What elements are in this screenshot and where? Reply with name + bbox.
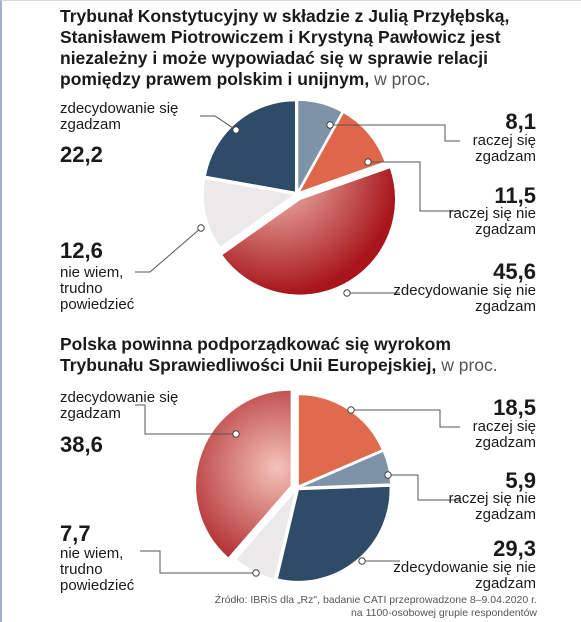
chart1-title: Trybunał Konstytucyjny w składzie z Juli… [60,6,510,89]
chart2-leader-strongly-agree [135,404,236,435]
chart1-leader-dot-rather-agree [326,121,334,129]
chart1-label-strongly-agree: zdecydowanie się zgadzam [60,100,179,133]
chart1-leader-dont-know [135,227,202,273]
chart2-title: Polska powinna podporządkować się wyroko… [60,334,498,375]
chart2-slice-rather-disagree [298,450,392,489]
chart1-leader-dot-strongly-agree [232,126,240,134]
chart2-leader-dot-strongly-agree [232,430,240,438]
chart2-leader-rather-agree [351,409,460,428]
chart1-unit: w proc. [374,69,431,89]
chart2-slice-strongly-agree [194,389,293,560]
chart2-value-rather-disagree: 5,9 [505,468,536,493]
chart1-leader-strongly-agree [200,115,237,131]
chart1-leader-rather-disagree [368,161,460,212]
chart1-leader-dot-rather-disagree [364,158,372,166]
chart2-value-dont-know: 7,7 [60,521,91,546]
chart1-label-rather-agree: raczej się zgadzam [472,132,536,165]
source-note: Źródło: IBRiS dla „Rz", badanie CATI prz… [215,594,537,620]
chart2-value-rather-agree: 18,5 [493,395,536,420]
chart1-value-strongly-agree: 22,2 [60,142,103,167]
chart2-label-strongly-agree: zdecydowanie się zgadzam [60,389,179,422]
chart1-leader-dot-strongly-disagree [343,289,351,297]
source-line-2: na 1100-osobowej grupie respondentów [350,607,537,619]
chart1-slice-rather-disagree [296,111,387,195]
chart2-label-rather-agree: raczej się zgadzam [472,418,536,451]
chart1-value-strongly-disagree: 45,6 [493,259,536,284]
chart2-label-dont-know: nie wiem, trudno powiedzieć [60,545,135,594]
chart2-leader-dot-strongly-disagree [358,557,366,565]
chart2-label-rather-disagree: raczej się nie zgadzam [448,490,536,523]
chart1-value-rather-agree: 8,1 [505,109,536,134]
chart1-slice-strongly-disagree [220,166,397,297]
source-line-1: Źródło: IBRiS dla „Rz", badanie CATI prz… [214,594,537,606]
chart2-leader-dot-rather-disagree [384,471,392,479]
chart2-leader-dot-rather-agree [347,406,355,414]
chart2-value-strongly-disagree: 29,3 [493,536,536,561]
chart1-label-rather-disagree: raczej się nie zgadzam [448,205,536,238]
chart1-slice-dont-know [202,177,297,249]
chart1-value-rather-disagree: 11,5 [494,183,536,208]
chart2-value-strongly-agree: 38,6 [60,432,103,457]
chart1-label-dont-know: nie wiem, trudno powiedzieć [60,264,135,313]
chart2-leader-dont-know [140,550,256,574]
chart1-value-dont-know: 12,6 [60,238,103,263]
chart1-leader-dot-dont-know [197,224,205,232]
chart1-slice-strongly-agree [204,99,297,194]
chart1-label-strongly-disagree: zdecydowanie się nie zgadzam [393,282,536,315]
chart2-leader-dot-dont-know [252,569,260,577]
chart2-leader-rather-disagree [388,474,460,501]
chart2-unit: w proc. [441,355,498,375]
chart2-label-strongly-disagree: zdecydowanie się nie zgadzam [393,559,536,592]
chart2-slice-strongly-disagree [276,485,391,583]
chart1-leader-rather-agree [330,124,460,142]
